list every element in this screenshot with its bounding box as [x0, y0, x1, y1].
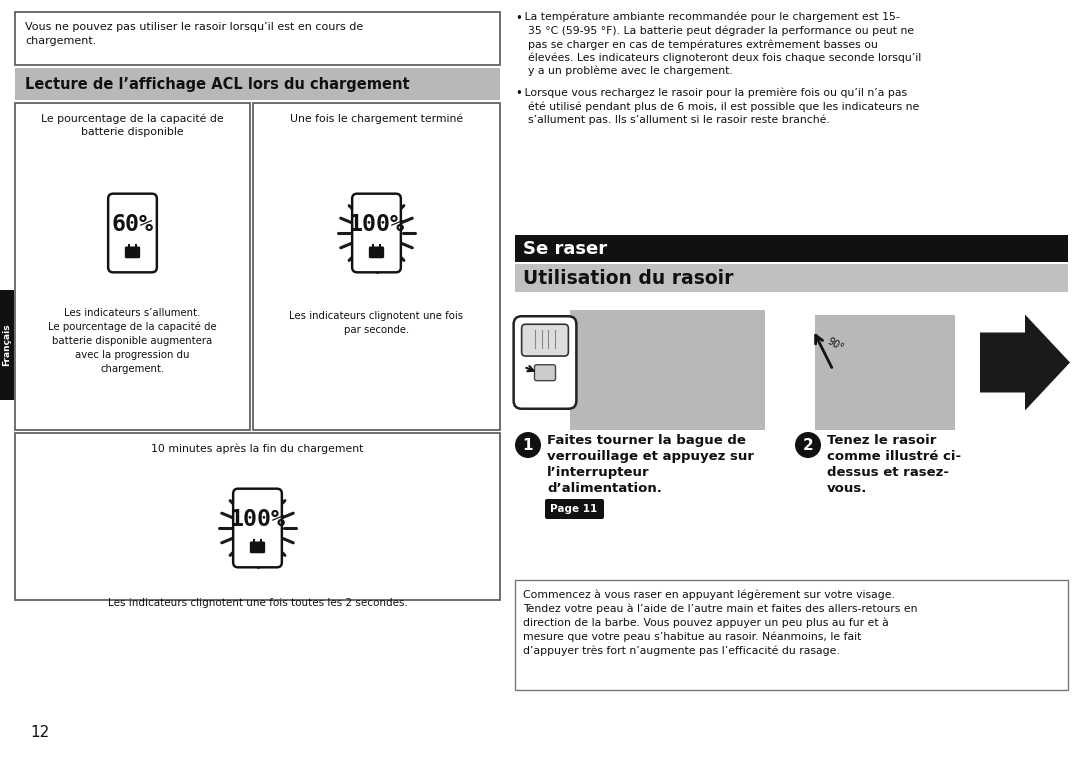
Bar: [515, 264, 1068, 292]
Text: Lorsque vous rechargez le rasoir pour la première fois ou qu’il n’a pas: Lorsque vous rechargez le rasoir pour la…: [521, 87, 907, 98]
Text: 2: 2: [802, 437, 813, 452]
Bar: [259, 539, 262, 543]
Text: d’alimentation.: d’alimentation.: [546, 482, 662, 495]
FancyBboxPatch shape: [545, 499, 604, 519]
FancyBboxPatch shape: [253, 103, 500, 430]
Text: Les indicateurs clignotent une fois: Les indicateurs clignotent une fois: [289, 311, 463, 321]
FancyBboxPatch shape: [125, 247, 140, 258]
Text: •: •: [515, 87, 522, 100]
Text: Tendez votre peau à l’aide de l’autre main et faites des allers-retours en: Tendez votre peau à l’aide de l’autre ma…: [523, 604, 918, 615]
Text: 100%: 100%: [229, 508, 285, 531]
Text: chargement.: chargement.: [100, 364, 164, 374]
Text: Le pourcentage de la capacité de: Le pourcentage de la capacité de: [49, 322, 217, 332]
Text: Une fois le chargement terminé: Une fois le chargement terminé: [289, 113, 463, 124]
Text: Les indicateurs s’allument.: Les indicateurs s’allument.: [65, 308, 201, 318]
Bar: [0, 290, 14, 400]
Bar: [379, 244, 381, 248]
FancyBboxPatch shape: [233, 489, 282, 567]
Text: Lecture de l’affichage ACL lors du chargement: Lecture de l’affichage ACL lors du charg…: [25, 77, 409, 92]
Text: Faites tourner la bague de: Faites tourner la bague de: [546, 434, 746, 447]
FancyBboxPatch shape: [15, 12, 500, 65]
Circle shape: [515, 432, 541, 458]
Bar: [127, 244, 131, 248]
Bar: [135, 244, 137, 248]
Bar: [815, 315, 955, 430]
Text: été utilisé pendant plus de 6 mois, il est possible que les indicateurs ne: été utilisé pendant plus de 6 mois, il e…: [521, 101, 919, 112]
FancyBboxPatch shape: [15, 103, 249, 430]
Text: Page 11: Page 11: [551, 504, 597, 514]
Text: 100%: 100%: [349, 213, 405, 236]
Text: pas se charger en cas de températures extrêmement basses ou: pas se charger en cas de températures ex…: [521, 39, 878, 49]
Text: mesure que votre peau s’habitue au rasoir. Néanmoins, le fait: mesure que votre peau s’habitue au rasoi…: [523, 632, 862, 643]
Text: élevées. Les indicateurs clignoteront deux fois chaque seconde lorsqu’il: élevées. Les indicateurs clignoteront de…: [521, 52, 921, 63]
Text: par seconde.: par seconde.: [343, 325, 409, 335]
Bar: [15, 68, 500, 100]
Text: batterie disponible augmentera: batterie disponible augmentera: [52, 336, 213, 346]
Text: s’allument pas. Ils s’allument si le rasoir reste branché.: s’allument pas. Ils s’allument si le ras…: [521, 115, 829, 125]
Bar: [570, 310, 765, 430]
Text: La température ambiante recommandée pour le chargement est 15-: La température ambiante recommandée pour…: [521, 12, 900, 23]
Text: •: •: [515, 12, 522, 25]
Text: Se raser: Se raser: [523, 240, 607, 257]
Text: 35 °C (59-95 °F). La batterie peut dégrader la performance ou peut ne: 35 °C (59-95 °F). La batterie peut dégra…: [521, 26, 914, 36]
Bar: [515, 235, 1068, 262]
Text: direction de la barbe. Vous pouvez appuyer un peu plus au fur et à: direction de la barbe. Vous pouvez appuy…: [523, 618, 889, 628]
Text: Les indicateurs clignotent une fois toutes les 2 secondes.: Les indicateurs clignotent une fois tout…: [108, 598, 407, 608]
Text: Le pourcentage de la capacité de: Le pourcentage de la capacité de: [41, 113, 224, 124]
Polygon shape: [980, 314, 1070, 411]
Text: d’appuyer très fort n’augmente pas l’efficacité du rasage.: d’appuyer très fort n’augmente pas l’eff…: [523, 646, 840, 657]
Text: 60%: 60%: [111, 213, 153, 236]
Text: chargement.: chargement.: [25, 36, 96, 46]
Text: 1: 1: [523, 437, 534, 452]
Text: verrouillage et appuyez sur: verrouillage et appuyez sur: [546, 450, 754, 463]
FancyBboxPatch shape: [249, 541, 266, 553]
Text: avec la progression du: avec la progression du: [76, 350, 190, 360]
Text: Vous ne pouvez pas utiliser le rasoir lorsqu’il est en cours de: Vous ne pouvez pas utiliser le rasoir lo…: [25, 22, 363, 32]
Text: 90°: 90°: [825, 336, 845, 354]
FancyBboxPatch shape: [15, 433, 500, 600]
FancyBboxPatch shape: [514, 317, 577, 409]
Text: vous.: vous.: [827, 482, 867, 495]
Text: 12: 12: [30, 725, 50, 740]
Bar: [372, 244, 375, 248]
Text: Français: Français: [2, 323, 12, 367]
FancyBboxPatch shape: [369, 247, 384, 258]
FancyBboxPatch shape: [535, 365, 555, 381]
FancyBboxPatch shape: [522, 324, 568, 356]
Text: 10 minutes après la fin du chargement: 10 minutes après la fin du chargement: [151, 443, 364, 453]
FancyBboxPatch shape: [108, 194, 157, 272]
Circle shape: [795, 432, 821, 458]
Text: batterie disponible: batterie disponible: [81, 127, 184, 137]
FancyBboxPatch shape: [352, 194, 401, 272]
Text: Utilisation du rasoir: Utilisation du rasoir: [523, 269, 733, 288]
Text: Tenez le rasoir: Tenez le rasoir: [827, 434, 936, 447]
Text: Commencez à vous raser en appuyant légèrement sur votre visage.: Commencez à vous raser en appuyant légèr…: [523, 590, 895, 600]
Text: l’interrupteur: l’interrupteur: [546, 466, 650, 479]
Text: dessus et rasez-: dessus et rasez-: [827, 466, 949, 479]
Text: comme illustré ci-: comme illustré ci-: [827, 450, 961, 463]
FancyBboxPatch shape: [515, 580, 1068, 690]
Text: y a un problème avec le chargement.: y a un problème avec le chargement.: [521, 66, 732, 77]
Bar: [253, 539, 255, 543]
